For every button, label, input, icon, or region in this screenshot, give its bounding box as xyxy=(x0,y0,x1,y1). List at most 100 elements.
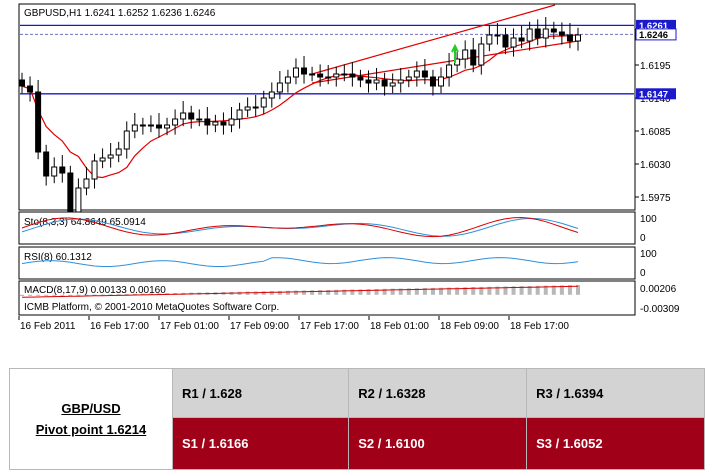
candle-body xyxy=(91,160,98,180)
macd-bar xyxy=(116,294,121,296)
candle-body xyxy=(204,118,211,126)
candle-body xyxy=(446,64,453,78)
macd-bar xyxy=(414,288,419,295)
candle-body xyxy=(325,76,332,79)
macd-bar xyxy=(382,288,387,295)
candle-body xyxy=(566,34,573,42)
candle-body xyxy=(470,49,477,66)
macd-bar xyxy=(20,294,24,297)
time-tick-label: 17 Feb 09:00 xyxy=(230,321,289,332)
macd-bar xyxy=(430,287,435,295)
chart-window[interactable]: GBPUSD,H1 1.6241 1.6252 1.6236 1.6246 1.… xyxy=(0,0,710,336)
macd-bar xyxy=(269,291,274,295)
candle-body xyxy=(292,67,299,78)
candle-body xyxy=(43,151,50,177)
candle-body xyxy=(139,124,146,127)
candle-body xyxy=(462,49,469,60)
stochastic-main-line xyxy=(21,216,579,238)
candle-body xyxy=(260,97,267,108)
macd-bar xyxy=(28,294,33,296)
macd-bar xyxy=(390,288,395,295)
candle-body xyxy=(228,118,235,126)
candle-body xyxy=(252,106,259,109)
macd-bar xyxy=(326,289,331,295)
candle-body xyxy=(236,109,243,120)
candle-body xyxy=(35,91,42,153)
macd-bar xyxy=(559,285,564,295)
macd-bar xyxy=(463,287,468,295)
candle-body xyxy=(518,37,525,42)
candle-body xyxy=(558,31,565,36)
candle-body xyxy=(413,70,420,78)
macd-bar xyxy=(527,285,532,295)
macd-bar xyxy=(36,294,41,296)
time-tick-label: 16 Feb 2011 xyxy=(20,321,76,332)
pair-label: GBP/USD xyxy=(61,401,121,416)
rsi-label: RSI(8) 60.1312 xyxy=(24,252,92,263)
candle-body xyxy=(164,124,171,129)
price-tick-label: 1.6030 xyxy=(640,160,671,171)
macd-bar xyxy=(334,289,339,295)
moving-average[interactable] xyxy=(21,34,579,179)
macd-bar xyxy=(422,288,427,295)
price-tick-label: 1.6195 xyxy=(640,61,671,72)
candle-body xyxy=(51,166,58,177)
candle-body xyxy=(534,28,541,39)
s1-cell: S1 / 1.6166 xyxy=(171,417,350,470)
macd-bar xyxy=(132,293,137,295)
rsi-line xyxy=(21,257,579,267)
candle-body xyxy=(550,28,557,33)
macd-bar xyxy=(92,294,97,296)
macd-bar xyxy=(511,286,516,295)
stochastic-bottom-tick: 0 xyxy=(640,233,646,244)
candle-body xyxy=(284,76,291,84)
macd-pane[interactable] xyxy=(18,280,636,316)
candle-body xyxy=(357,76,364,81)
macd-signal-series xyxy=(21,285,579,298)
time-tick-label: 18 Feb 17:00 xyxy=(510,321,569,332)
candle-body xyxy=(301,67,308,75)
macd-bar xyxy=(277,290,282,295)
macd-bar xyxy=(535,285,540,295)
macd-bar xyxy=(76,294,81,296)
macd-bar xyxy=(68,294,73,296)
rsi-top-tick: 100 xyxy=(640,249,657,260)
rsi-bottom-tick: 0 xyxy=(640,268,646,279)
s3-cell: S3 / 1.6052 xyxy=(526,417,705,470)
macd-bar xyxy=(406,288,411,295)
price-tick-label: 1.6085 xyxy=(640,127,671,138)
rsi-pane[interactable] xyxy=(18,246,636,280)
candle-body xyxy=(188,112,195,120)
resistance-price-tag: 1.6261 xyxy=(636,19,676,32)
candle-body xyxy=(155,124,162,129)
candle-body xyxy=(123,130,130,150)
r2-cell: R2 / 1.6328 xyxy=(348,368,528,418)
candle-body xyxy=(502,34,509,48)
macd-bar xyxy=(503,286,508,295)
candle-body xyxy=(349,73,356,78)
channel-lower-line xyxy=(311,40,579,84)
candle-body xyxy=(83,178,90,189)
macd-bar xyxy=(358,289,363,295)
candle-body xyxy=(115,148,122,156)
macd-bar xyxy=(439,287,444,295)
pivot-point-label: Pivot point 1.6214 xyxy=(35,422,147,437)
candle-body xyxy=(494,34,501,37)
candle-body xyxy=(333,73,340,78)
green-arrow-up-icon[interactable] xyxy=(451,43,459,63)
macd-bar xyxy=(350,289,355,295)
s2-cell: S2 / 1.6100 xyxy=(348,417,528,470)
moving-average-line xyxy=(21,34,579,179)
macd-bar xyxy=(318,290,323,295)
candle-body xyxy=(381,79,388,87)
candle-body xyxy=(27,85,34,93)
time-tick-label: 18 Feb 09:00 xyxy=(440,321,499,332)
candles[interactable] xyxy=(19,17,581,228)
chart-header: GBPUSD,H1 1.6241 1.6252 1.6236 1.6246 xyxy=(24,8,216,19)
macd-bar xyxy=(140,293,145,295)
resistance-row: GBP/USD Pivot point 1.6214 R1 / 1.628 R2… xyxy=(9,368,705,470)
price-tick-label: 1.6140 xyxy=(640,94,671,105)
stochastic-pane[interactable] xyxy=(18,211,636,245)
candle-body xyxy=(309,73,316,76)
candle-body xyxy=(365,79,372,84)
